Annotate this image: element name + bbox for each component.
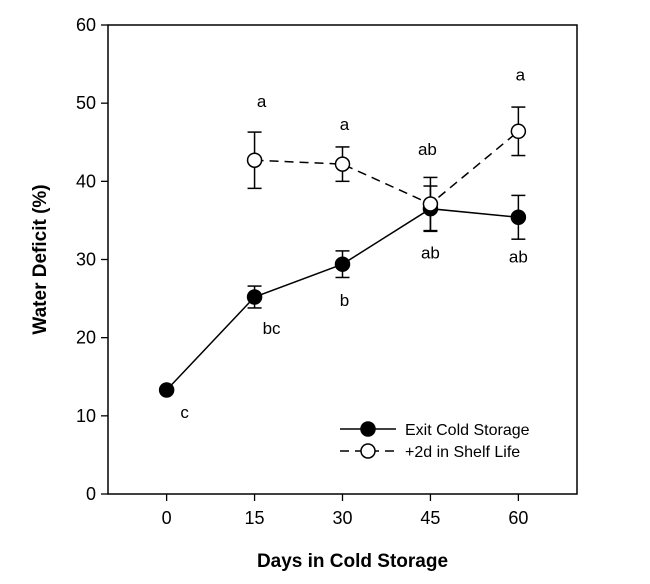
significance-label: a (516, 65, 526, 84)
data-point (246, 152, 263, 168)
significance-label: c (180, 403, 189, 422)
data-point (334, 156, 351, 172)
y-axis-label: Water Deficit (%) (30, 184, 51, 334)
y-tick-label: 50 (76, 93, 96, 113)
series-exit-cold-storage: c bc b ab ab (158, 185, 528, 422)
y-tick-label: 40 (76, 171, 96, 191)
y-tick-label: 0 (86, 484, 96, 504)
significance-label: a (340, 115, 350, 134)
series-shelf-life: a a ab a (246, 65, 527, 232)
significance-label: ab (421, 244, 440, 263)
legend-label: +2d in Shelf Life (405, 444, 520, 461)
data-point (246, 289, 263, 305)
x-tick-label: 45 (420, 508, 440, 528)
significance-label: bc (263, 319, 281, 338)
x-axis-label: Days in Cold Storage (257, 551, 448, 572)
significance-label: ab (418, 140, 437, 159)
data-point (510, 123, 527, 140)
y-tick-label: 20 (76, 328, 96, 348)
x-tick-label: 15 (245, 508, 265, 528)
data-point (510, 209, 527, 226)
y-tick-label: 10 (76, 406, 96, 426)
y-tick-label: 30 (76, 250, 96, 270)
legend-marker (360, 421, 376, 437)
data-point (158, 382, 175, 398)
x-tick-label: 30 (332, 508, 352, 528)
significance-label: b (340, 291, 349, 310)
legend: Exit Cold Storage +2d in Shelf Life (340, 421, 530, 461)
x-tick-label: 0 (162, 508, 172, 528)
data-point (334, 256, 351, 272)
y-tick-label: 60 (76, 15, 96, 35)
x-tick-label: 60 (508, 508, 528, 528)
series-line (254, 130, 519, 205)
legend-marker (360, 443, 376, 459)
data-point (422, 196, 439, 212)
significance-label: ab (509, 247, 528, 266)
significance-label: a (257, 92, 267, 111)
legend-label: Exit Cold Storage (405, 422, 530, 439)
